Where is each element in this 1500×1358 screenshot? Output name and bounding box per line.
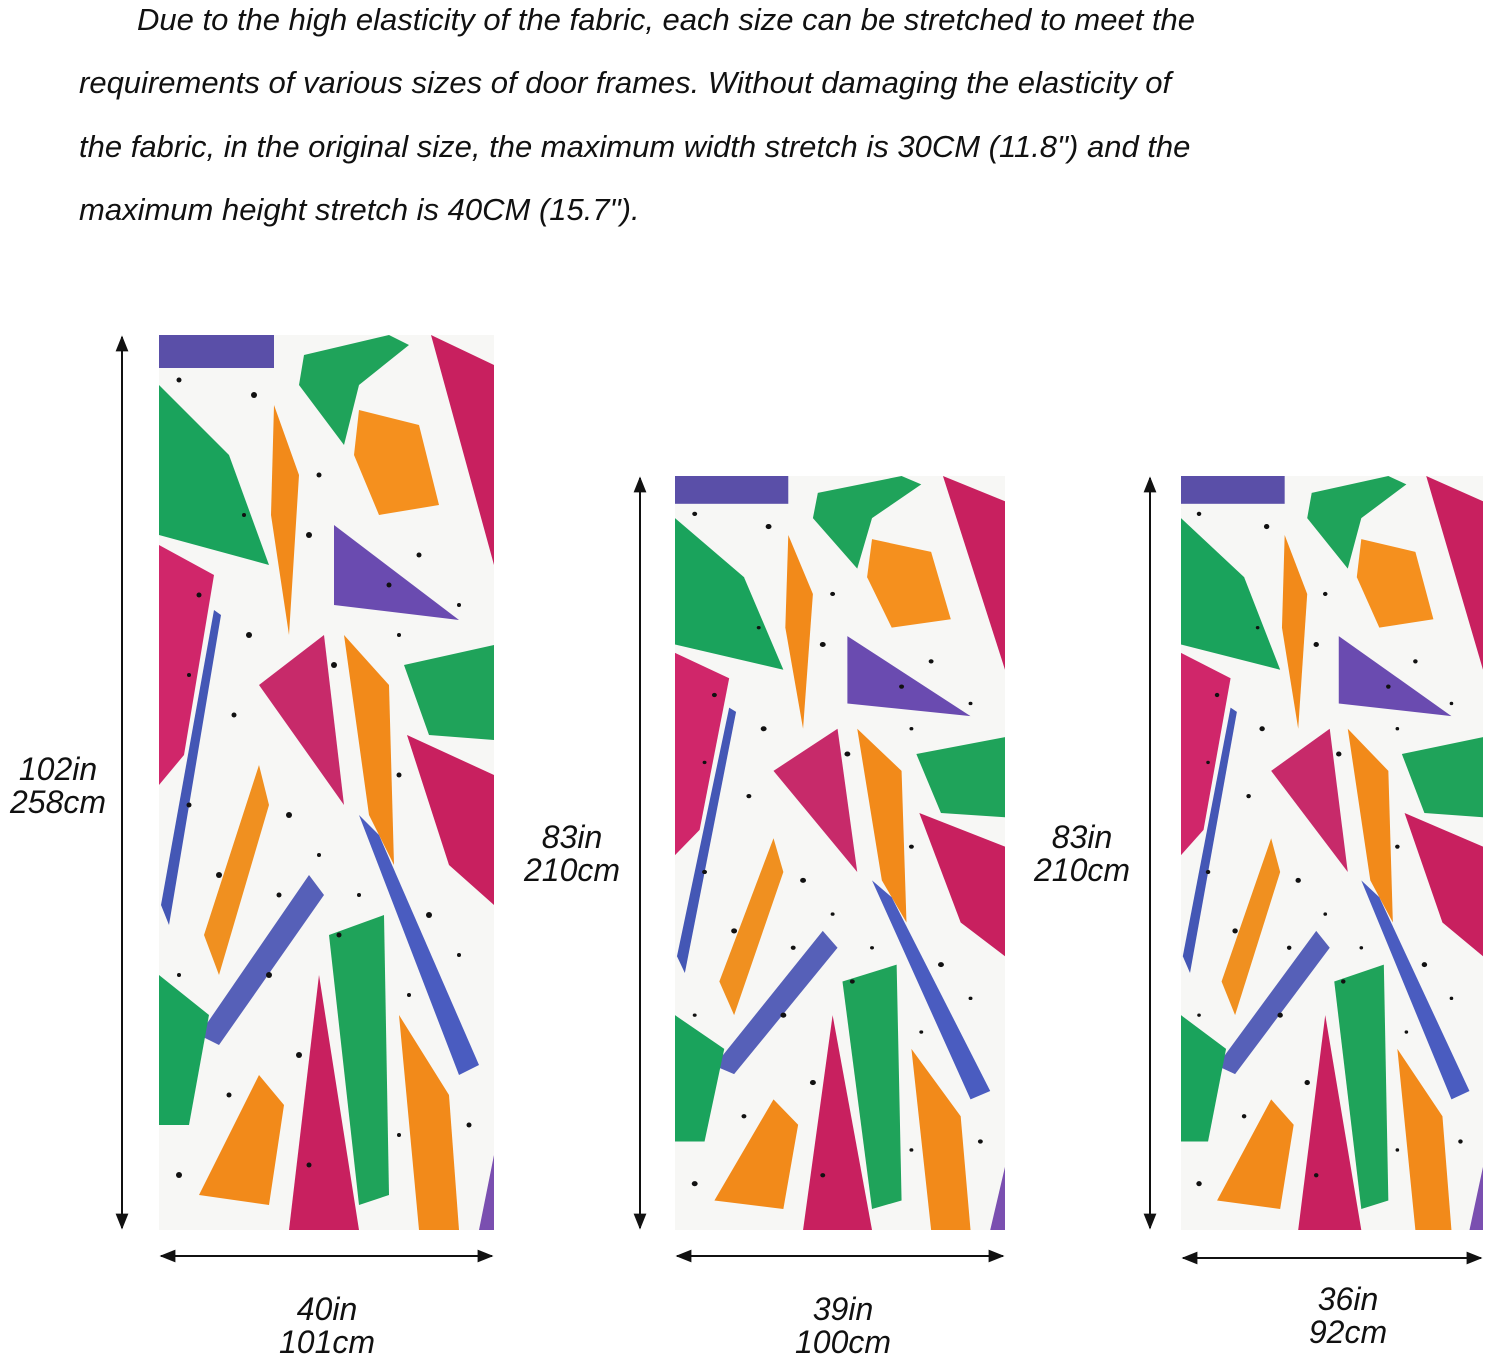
description-line: Due to the high elasticity of the fabric… (137, 2, 1195, 37)
height-label: 210cm (523, 852, 620, 888)
height-label: 83in (542, 819, 603, 855)
width-label: 36in (1318, 1281, 1379, 1317)
height-label: 258cm (9, 784, 106, 820)
description-line: requirements of various sizes of door fr… (79, 65, 1175, 100)
width-label: 39in (813, 1291, 874, 1327)
fabric-image (675, 476, 1005, 1230)
width-label: 100cm (795, 1324, 891, 1358)
height-label: 83in (1052, 819, 1113, 855)
description: Due to the high elasticity of the fabric… (79, 2, 1195, 227)
panel: 83in 210cm 39in 100cm (523, 476, 1005, 1358)
panel: 102in 258cm 40in 101cm (9, 335, 494, 1358)
fabric-image (159, 335, 494, 1230)
fabric-image (1181, 476, 1483, 1230)
panel: 83in 210cm 36in 92cm (1033, 476, 1483, 1350)
width-label: 40in (297, 1291, 358, 1327)
height-label: 102in (19, 751, 97, 787)
width-label: 101cm (279, 1324, 375, 1358)
description-line: maximum height stretch is 40CM (15.7"). (79, 192, 640, 227)
description-line: the fabric, in the original size, the ma… (79, 129, 1190, 164)
width-label: 92cm (1309, 1314, 1387, 1350)
height-label: 210cm (1033, 852, 1130, 888)
